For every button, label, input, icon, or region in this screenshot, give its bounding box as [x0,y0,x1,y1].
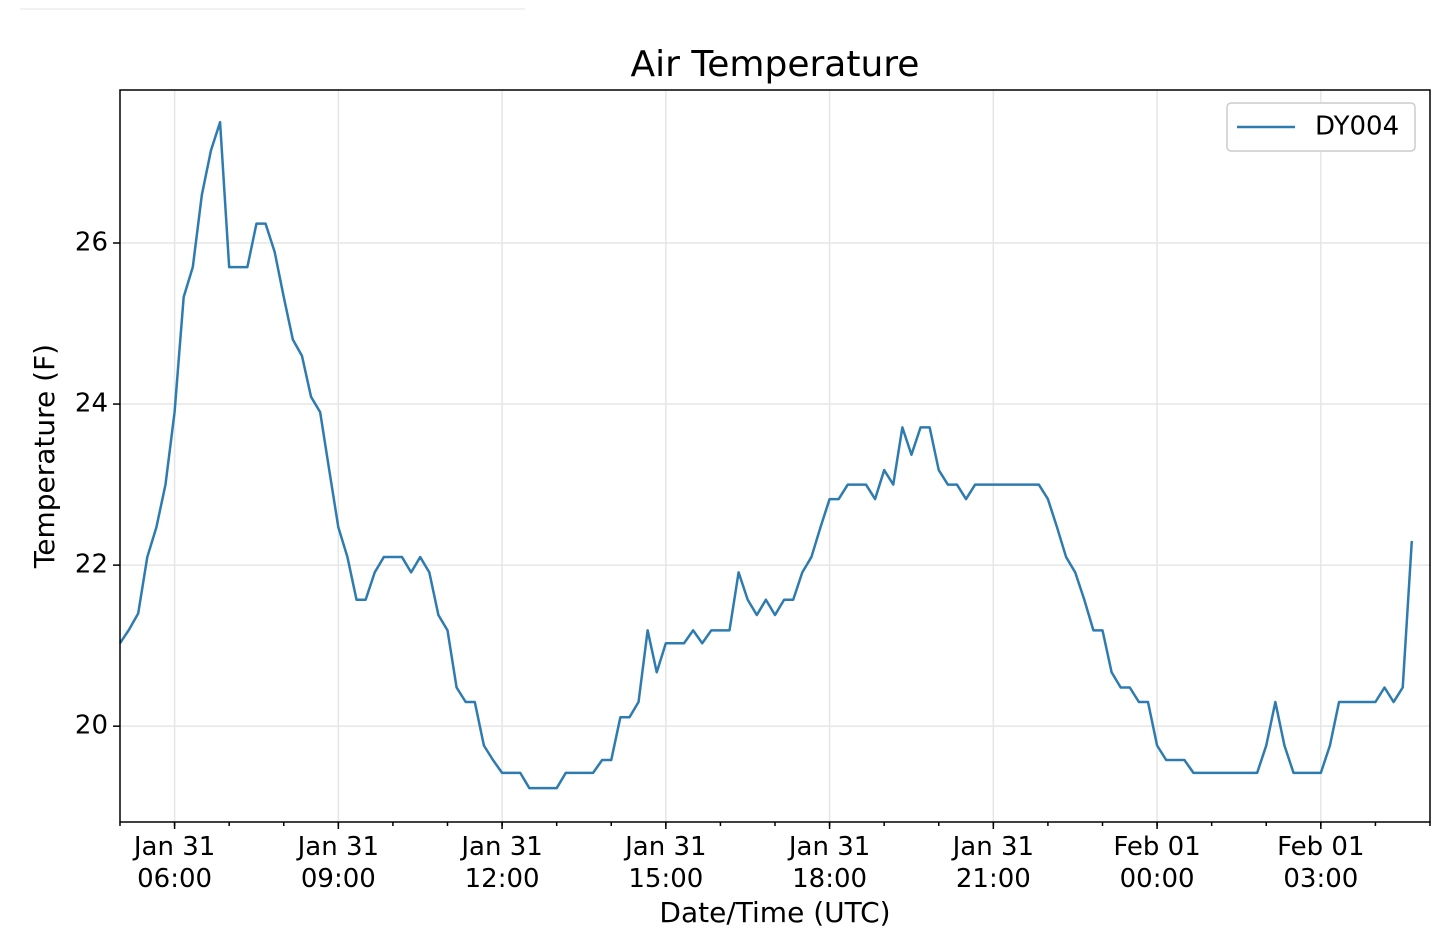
y-axis-label: Temperature (F) [28,344,61,569]
x-axis-label: Date/Time (UTC) [659,896,890,929]
plot-frame [119,89,1431,823]
y-tick-label: 20 [75,711,108,741]
x-tick-label: Jan 31 12:00 [459,832,542,894]
x-tick-label: Jan 31 15:00 [623,832,706,894]
legend-box [1226,102,1416,152]
y-tick-label: 22 [75,550,108,580]
data-line [118,120,1414,790]
x-tick-label: Jan 31 09:00 [296,832,379,894]
y-tick-label: 26 [75,228,108,258]
chart-title: Air Temperature [631,44,920,85]
x-tick-label: Jan 31 18:00 [787,832,870,894]
x-tick-label: Jan 31 06:00 [132,832,215,894]
y-tick-label: 24 [75,389,108,419]
x-tick-label: Feb 01 03:00 [1277,832,1364,894]
x-tick-label: Jan 31 21:00 [951,832,1034,894]
x-tick-label: Feb 01 00:00 [1113,832,1200,894]
legend-label: DY004 [1315,112,1399,142]
